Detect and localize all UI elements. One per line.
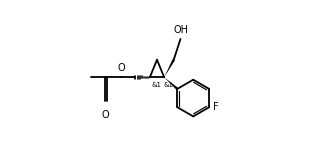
Text: O: O <box>101 110 109 120</box>
Text: &1: &1 <box>151 82 162 88</box>
Text: &1: &1 <box>164 82 174 88</box>
Text: O: O <box>117 62 125 72</box>
Polygon shape <box>164 59 175 77</box>
Text: F: F <box>213 102 218 112</box>
Polygon shape <box>164 77 178 90</box>
Text: OH: OH <box>174 25 189 35</box>
